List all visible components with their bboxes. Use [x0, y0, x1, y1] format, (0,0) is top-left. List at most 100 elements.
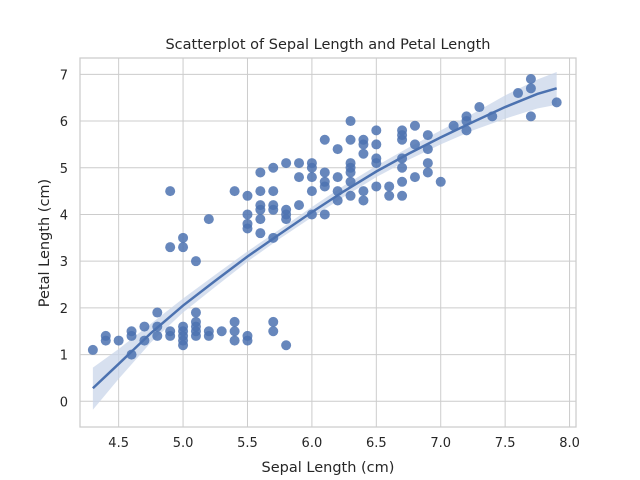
data-point	[397, 190, 408, 201]
data-point	[242, 190, 253, 201]
x-tick-label: 5.0	[173, 436, 194, 451]
data-point	[216, 326, 227, 337]
data-point	[190, 307, 201, 318]
data-point	[371, 181, 382, 192]
data-point	[319, 167, 330, 178]
data-point	[513, 88, 524, 99]
x-tick-label: 7.5	[495, 436, 516, 451]
data-point	[319, 134, 330, 145]
x-tick-label: 7.0	[430, 436, 451, 451]
data-point	[294, 200, 305, 211]
data-point	[165, 242, 176, 253]
data-point	[268, 162, 279, 173]
y-tick-label: 7	[60, 68, 68, 83]
data-point	[152, 307, 163, 318]
y-tick-label: 5	[60, 162, 68, 177]
data-point	[268, 316, 279, 327]
data-point	[345, 190, 356, 201]
data-point	[397, 176, 408, 187]
data-point	[152, 330, 163, 341]
data-point	[203, 326, 214, 337]
data-point	[178, 242, 189, 253]
data-point	[229, 316, 240, 327]
data-point	[268, 186, 279, 197]
data-point	[384, 181, 395, 192]
data-point	[371, 153, 382, 164]
data-point	[319, 176, 330, 187]
data-point	[190, 256, 201, 267]
data-point	[422, 167, 433, 178]
data-point	[422, 158, 433, 169]
data-point	[551, 97, 562, 108]
data-point	[281, 158, 292, 169]
data-point	[100, 330, 111, 341]
y-tick-label: 2	[60, 302, 68, 317]
data-point	[178, 232, 189, 243]
data-point	[332, 144, 343, 155]
data-point	[126, 326, 137, 337]
data-point	[525, 74, 536, 85]
y-axis-ticks: 0 1 2 3 4 5 6 7	[60, 68, 68, 410]
data-point	[358, 186, 369, 197]
data-point	[448, 120, 459, 131]
data-point	[294, 172, 305, 183]
data-point	[139, 321, 150, 332]
data-point	[384, 190, 395, 201]
data-point	[294, 158, 305, 169]
x-tick-label: 5.5	[237, 436, 258, 451]
data-point	[409, 139, 420, 150]
data-point	[358, 134, 369, 145]
data-point	[268, 326, 279, 337]
y-tick-label: 1	[60, 349, 68, 364]
regression-curve	[92, 87, 558, 390]
y-tick-label: 4	[60, 208, 68, 223]
data-point	[332, 172, 343, 183]
data-point	[268, 200, 279, 211]
data-point	[229, 326, 240, 337]
data-point	[409, 120, 420, 131]
x-axis-label: Sepal Length (cm)	[262, 460, 395, 476]
data-point	[242, 330, 253, 341]
data-point	[242, 218, 253, 229]
y-tick-label: 6	[60, 115, 68, 130]
data-point	[345, 116, 356, 127]
data-point	[190, 316, 201, 327]
data-point	[397, 125, 408, 136]
chart-title: Scatterplot of Sepal Length and Petal Le…	[165, 37, 490, 53]
scatter-points	[87, 74, 562, 360]
data-point	[525, 111, 536, 122]
data-point	[281, 204, 292, 215]
data-point	[371, 125, 382, 136]
x-tick-label: 4.5	[108, 436, 129, 451]
plot-area-frame	[79, 57, 577, 428]
data-point	[229, 186, 240, 197]
data-point	[178, 321, 189, 332]
x-tick-label: 6.5	[366, 436, 387, 451]
y-axis-label: Petal Length (cm)	[37, 179, 53, 307]
data-point	[358, 195, 369, 206]
data-point	[345, 158, 356, 169]
data-point	[422, 130, 433, 141]
data-point	[255, 228, 266, 239]
data-point	[255, 200, 266, 211]
data-point	[371, 139, 382, 150]
data-point	[87, 344, 98, 355]
data-point	[165, 186, 176, 197]
data-point	[255, 214, 266, 225]
data-point	[461, 111, 472, 122]
data-point	[255, 186, 266, 197]
data-point	[461, 125, 472, 136]
data-point	[113, 335, 124, 346]
data-point	[306, 186, 317, 197]
data-point	[358, 148, 369, 159]
data-point	[397, 162, 408, 173]
data-point	[306, 158, 317, 169]
x-tick-label: 8.0	[559, 436, 580, 451]
data-point	[435, 176, 446, 187]
data-point	[165, 326, 176, 337]
data-point	[229, 335, 240, 346]
data-point	[203, 214, 214, 225]
data-point	[345, 134, 356, 145]
